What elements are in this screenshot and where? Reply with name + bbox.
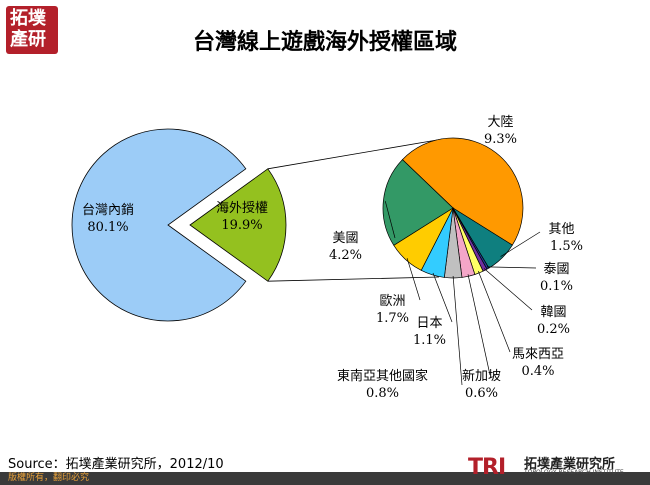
logo-line-2: 產研 [10, 29, 46, 50]
label-usa-name: 美國 [332, 231, 359, 246]
main-slice-overseas [189, 168, 287, 282]
label-china-name: 大陸 [487, 115, 514, 130]
main-label-overseas: 海外授權 19.9% [216, 200, 268, 234]
label-thailand-value: 0.1% [540, 279, 574, 294]
leader-line-7 [432, 272, 453, 323]
main-pie [71, 128, 287, 322]
breakdown-connectors [267, 138, 444, 282]
label-other-value: 1.5% [550, 239, 584, 254]
label-sea-other: 東南亞其他國家 0.8% [337, 368, 428, 402]
breakdown-pie [382, 137, 524, 279]
label-japan: 日本 1.1% [413, 315, 446, 349]
footer-bar [0, 472, 650, 485]
label-korea-value: 0.2% [537, 322, 571, 337]
label-other-name: 其他 [548, 222, 575, 237]
label-usa-value: 4.2% [329, 248, 363, 263]
label-china: 大陸 9.3% [484, 114, 517, 148]
label-europe-value: 1.7% [376, 311, 410, 326]
source-note: Source：拓墣產業研究所，2012/10 [8, 457, 224, 472]
leader-line-3 [483, 268, 533, 311]
connector-top [267, 138, 444, 170]
label-korea: 韓國 0.2% [537, 304, 570, 338]
breakdown-slice-0 [401, 137, 524, 246]
leader-line-4 [477, 270, 511, 353]
label-singapore-name: 新加坡 [462, 369, 502, 384]
leader-line-9 [384, 201, 396, 239]
label-sea-other-value: 0.8% [365, 386, 400, 401]
footer-rights: 版權所有，翻印必究 [8, 473, 90, 483]
leader-line-5 [467, 274, 491, 376]
main-label-domestic-value: 80.1% [87, 220, 129, 235]
leader-line-2 [486, 266, 537, 269]
label-sea-other-name: 東南亞其他國家 [337, 369, 429, 384]
brand-mark: TRI [468, 455, 506, 480]
label-malaysia-name: 馬來西亞 [512, 347, 565, 362]
chart-title: 台灣線上遊戲海外授權區域 [192, 29, 457, 55]
label-europe-name: 歐洲 [379, 294, 406, 309]
label-singapore-value: 0.6% [464, 386, 499, 401]
label-europe: 歐洲 1.7% [376, 293, 409, 327]
main-label-domestic: 台灣內銷 80.1% [82, 202, 134, 236]
label-korea-name: 韓國 [540, 305, 567, 320]
main-label-overseas-name: 海外授權 [216, 201, 269, 216]
brand-name: 拓墣產業研究所 [524, 457, 616, 472]
label-thailand: 泰國 0.1% [540, 261, 573, 295]
label-japan-value: 1.1% [413, 333, 447, 348]
main-label-domestic-name: 台灣內銷 [82, 203, 135, 218]
label-china-value: 9.3% [484, 132, 518, 147]
logo-line-1: 拓墣 [10, 8, 46, 29]
label-other: 其他 1.5% [540, 221, 584, 255]
breakdown-slice-9 [382, 159, 454, 246]
leader-line-1 [500, 231, 541, 257]
label-thailand-name: 泰國 [543, 262, 570, 277]
label-singapore: 新加坡 0.6% [462, 368, 501, 402]
main-slice-domestic [71, 128, 247, 322]
label-usa: 美國 4.2% [329, 230, 362, 264]
label-japan-name: 日本 [416, 316, 443, 331]
leader-lines [384, 201, 541, 386]
connector-bottom [267, 276, 440, 282]
leader-line-8 [406, 258, 421, 301]
label-malaysia: 馬來西亞 0.4% [512, 346, 564, 380]
main-label-overseas-value: 19.9% [221, 218, 263, 233]
company-logo: 拓墣 產研 [6, 6, 58, 54]
brand-subtitle: TOPOLOGY RESEARCH INSTITUTE [524, 469, 624, 476]
label-malaysia-value: 0.4% [521, 364, 555, 379]
leader-line-6 [452, 275, 463, 386]
